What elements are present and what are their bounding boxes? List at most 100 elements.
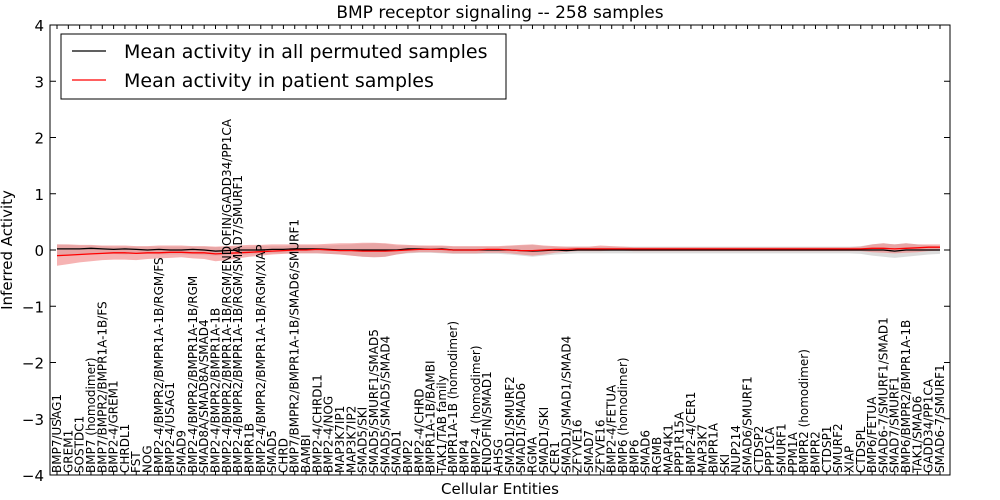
x-tick-label: BMP2-4/BMPR2/BMPR1A-1B/RGM/FS	[152, 257, 166, 473]
x-tick-label: SMAD1/SMAD1/SMAD4	[559, 336, 573, 473]
y-tick-label: 3	[34, 73, 44, 91]
y-tick-label: 2	[34, 130, 44, 148]
x-tick-label: CHRD	[276, 438, 290, 473]
y-tick-label: 4	[34, 17, 44, 35]
x-axis-label: Cellular Entities	[441, 480, 559, 498]
x-tick-label: BMP4	[458, 440, 472, 473]
y-tick-label: 1	[34, 186, 44, 204]
y-axis-label: Inferred Activity	[0, 190, 16, 310]
x-tick-label: BMP2-4/NOG	[322, 396, 336, 473]
legend-label-patient: Mean activity in patient samples	[124, 70, 434, 92]
x-tick-label: BMP2-4 (homodimer)	[469, 345, 483, 473]
legend-box	[60, 33, 507, 100]
x-tick-label: SKI	[718, 454, 732, 473]
x-tick-label: BMP2-4/BMPR2/BMPR1A-1B/RGM	[186, 276, 200, 473]
y-axis: −4 −3 −2 −1 0 1 2 3 4	[22, 17, 950, 485]
x-tick-label: BMP7/BMPR2/BMPR1A-1B/FS	[95, 301, 109, 473]
x-tick-label: BMPR1A-1B (homodimer)	[446, 321, 460, 473]
x-tick-label: RGMA	[526, 436, 540, 473]
x-tick-label: PPP1R15A	[673, 411, 687, 473]
x-tick-label: SMAD6/SMURF1	[741, 376, 755, 473]
x-tick-label: MAP4K1	[661, 424, 675, 473]
x-tick-label: CTDSPL	[854, 426, 868, 473]
x-tick-label: BMP2-4/BMPR2/BMPR1A-1B	[209, 308, 223, 473]
x-tick-label: ENDOFIN/SMAD1	[480, 371, 494, 473]
x-tick-label: CER1	[548, 441, 562, 473]
x-tick-label: PPM1A	[786, 432, 800, 473]
x-tick-label: BMP2	[401, 440, 415, 473]
x-tick-label: BMPR1A-1B/BAMBI	[424, 360, 438, 473]
x-tick-label: MAP3K7IP1	[333, 406, 347, 473]
x-tick-label: SMURF2	[831, 423, 845, 473]
x-tick-label: BMP2-4/CHRD	[412, 389, 426, 473]
x-tick-label: SMAD6	[639, 430, 653, 473]
x-tick-label: BMP7/BMPR2/BMPR1A-1B/SMAD6/SMURF1	[288, 219, 302, 473]
x-tick-label: CTDSP1	[820, 426, 834, 473]
x-tick-label: BMP2-4/FETUA	[605, 384, 619, 473]
x-tick-label: BMP2-4/CHRDL1	[310, 374, 324, 473]
x-tick-label: BMP2-4/BMPR2/BMPR1A-1B/RGM/ENDOFIN/GADD3…	[220, 118, 234, 473]
y-tick-label: −3	[22, 411, 44, 429]
x-tick-label: BMP7/USAG1	[50, 394, 64, 473]
x-tick-label: SMAD7/SMURF1	[888, 376, 902, 473]
patient-mean-line	[56, 246, 940, 257]
x-tick-label: TAK1/SMAD6	[910, 396, 924, 474]
y-tick-label: −2	[22, 355, 44, 373]
x-tick-label: RGMB	[650, 437, 664, 473]
x-tick-label: SMAD1	[390, 430, 404, 473]
x-tick-label: XIAP	[842, 446, 856, 473]
x-tick-label: SMAD5/SMAD5/SMAD4	[378, 336, 392, 473]
x-tick-label: SMAD1/SMAD6	[514, 383, 528, 473]
x-tick-label: MAP3K7	[695, 424, 709, 473]
y-tick-label: 0	[34, 242, 44, 260]
x-tick-label: SMAD6-7/SMURF1/SMAD1	[876, 317, 890, 473]
x-tick-label: SMAD1/SKI	[537, 407, 551, 473]
x-tick-label: BMPR1A	[707, 422, 721, 473]
x-tick-label: AHSG	[492, 439, 506, 473]
x-tick-label: CHRDL1	[118, 424, 132, 473]
x-tick-label: BMP7 (homodimer)	[84, 357, 98, 473]
patient-samples-band	[57, 242, 940, 266]
x-tick-label: BMP6 (homodimer)	[616, 357, 630, 473]
x-tick-label: CTDSP2	[752, 426, 766, 473]
x-tick-label: FST	[129, 451, 143, 473]
confidence-bands	[57, 242, 940, 266]
x-tick-label: BMPR2	[809, 431, 823, 473]
x-tick-label: GADD34/PP1CA	[922, 378, 936, 473]
x-tick-label: BMPR2 (homodimer)	[797, 349, 811, 473]
legend-label-permuted: Mean activity in all permuted samples	[124, 41, 487, 63]
legend: Mean activity in all permuted samples Me…	[60, 33, 507, 100]
x-tick-label: SMAD5/SMURF1/SMAD5	[367, 329, 381, 473]
y-tick-label: −4	[22, 467, 44, 485]
x-tick-label: BMP2-4/CER1	[684, 392, 698, 473]
x-tick-label: SMAD7	[582, 430, 596, 473]
x-tick-label: SMAD9	[175, 430, 189, 473]
x-tick-label: ZFYVE16	[571, 419, 585, 473]
x-tick-label: BAMBI	[299, 434, 313, 473]
x-tick-label: BMP6/FETUA	[865, 396, 879, 473]
x-tick-label: SMURF1	[775, 423, 789, 473]
x-tick-label: ZFYVE16	[593, 419, 607, 473]
series-lines	[56, 246, 940, 257]
x-tick-label: NOG	[141, 445, 155, 473]
chart-title: BMP receptor signaling -- 258 samples	[336, 3, 663, 23]
x-tick-label: BMP6	[627, 440, 641, 473]
x-tick-label: BMPR1B	[242, 423, 256, 473]
x-tick-label: SMAD6-7/SMURF1	[933, 364, 947, 473]
x-tick-label: BMP6/BMPR2/BMPR1A-1B	[899, 320, 913, 473]
y-tick-label: −1	[22, 298, 44, 316]
x-tick-label: SMAD8A/SMAD8A/SMAD4	[197, 319, 211, 473]
x-tick-label: PPP1CA	[763, 426, 777, 473]
x-tick-label: SMAD5	[265, 430, 279, 473]
x-tick-label: MAP3K7IP2	[344, 406, 358, 473]
x-tick-label: BMP2-4/GREM1	[107, 380, 121, 473]
x-tick-label: BMP2-4/BMPR2/BMPR1A-1B/RGM/XIAP	[254, 244, 268, 473]
x-tick-label: SMAD5/SKI	[356, 407, 370, 473]
x-tick-label: SOSTDC1	[73, 416, 87, 473]
x-tick-label: BMP2-4/USAG1	[163, 382, 177, 473]
x-tick-label: GREM1	[61, 430, 75, 473]
x-tick-label: NUP214	[729, 425, 743, 473]
x-tick-label: BMP2-4/BMPR2/BMPR1A-1B/RGM/SMAD7/SMURF1	[231, 175, 245, 473]
